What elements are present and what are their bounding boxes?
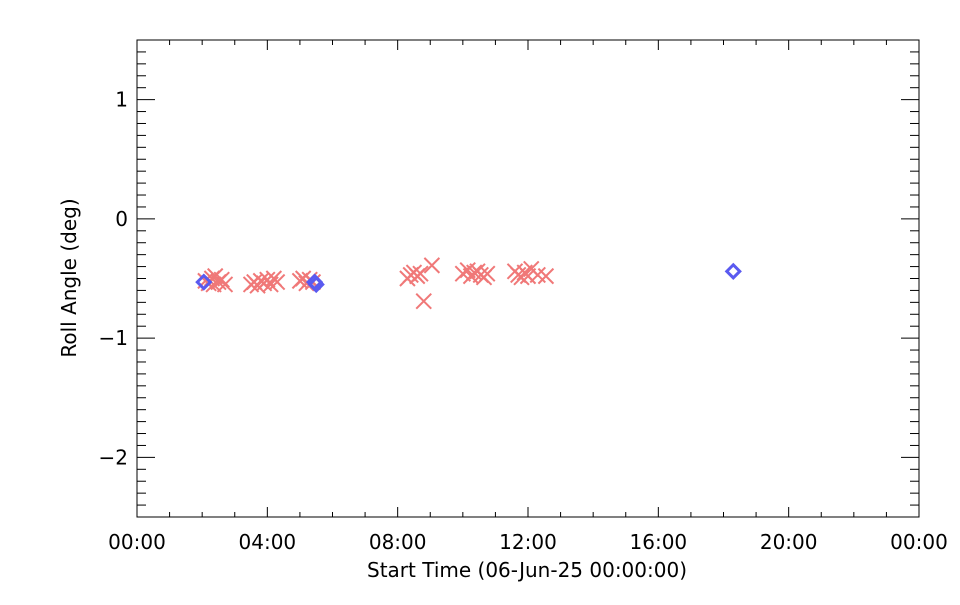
x-tick-label: 04:00 [239, 530, 297, 554]
diamond-marker-point [195, 273, 213, 291]
x-marker-point [537, 267, 555, 285]
y-tick-label: −2 [99, 445, 128, 469]
diamond-marker-point [724, 262, 742, 280]
plot-frame [136, 39, 920, 518]
y-tick-label: 1 [115, 88, 128, 112]
x-marker-point [259, 271, 276, 288]
y-tick-label: −1 [99, 326, 128, 350]
x-tick-label: 00:00 [890, 530, 948, 554]
x-marker-point [415, 292, 432, 310]
x-marker-point [513, 269, 530, 286]
x-axis-label: Start Time (06-Jun-25 00:00:00) [367, 558, 687, 582]
x-tick-label: 16:00 [630, 530, 688, 554]
y-tick-label: 0 [115, 207, 128, 231]
x-marker-point [479, 265, 496, 282]
x-tick-label: 08:00 [369, 530, 427, 554]
diamond-marker-point [307, 275, 325, 294]
x-marker-point [216, 276, 234, 293]
x-marker-point [412, 265, 429, 282]
x-tick-label: 12:00 [499, 530, 557, 554]
x-marker-point [423, 257, 441, 274]
y-axis-label: Roll Angle (deg) [57, 198, 81, 357]
x-tick-label: 00:00 [108, 530, 166, 554]
marks-layer [195, 257, 742, 310]
axes-layer: 00:00 04:00 08:00 12:00 16:00 20:00 00:00 1 0 −1 −… [99, 39, 948, 554]
x-marker-point [268, 273, 286, 291]
x-tick-label: 20:00 [760, 530, 818, 554]
x-marker-point [213, 271, 230, 288]
